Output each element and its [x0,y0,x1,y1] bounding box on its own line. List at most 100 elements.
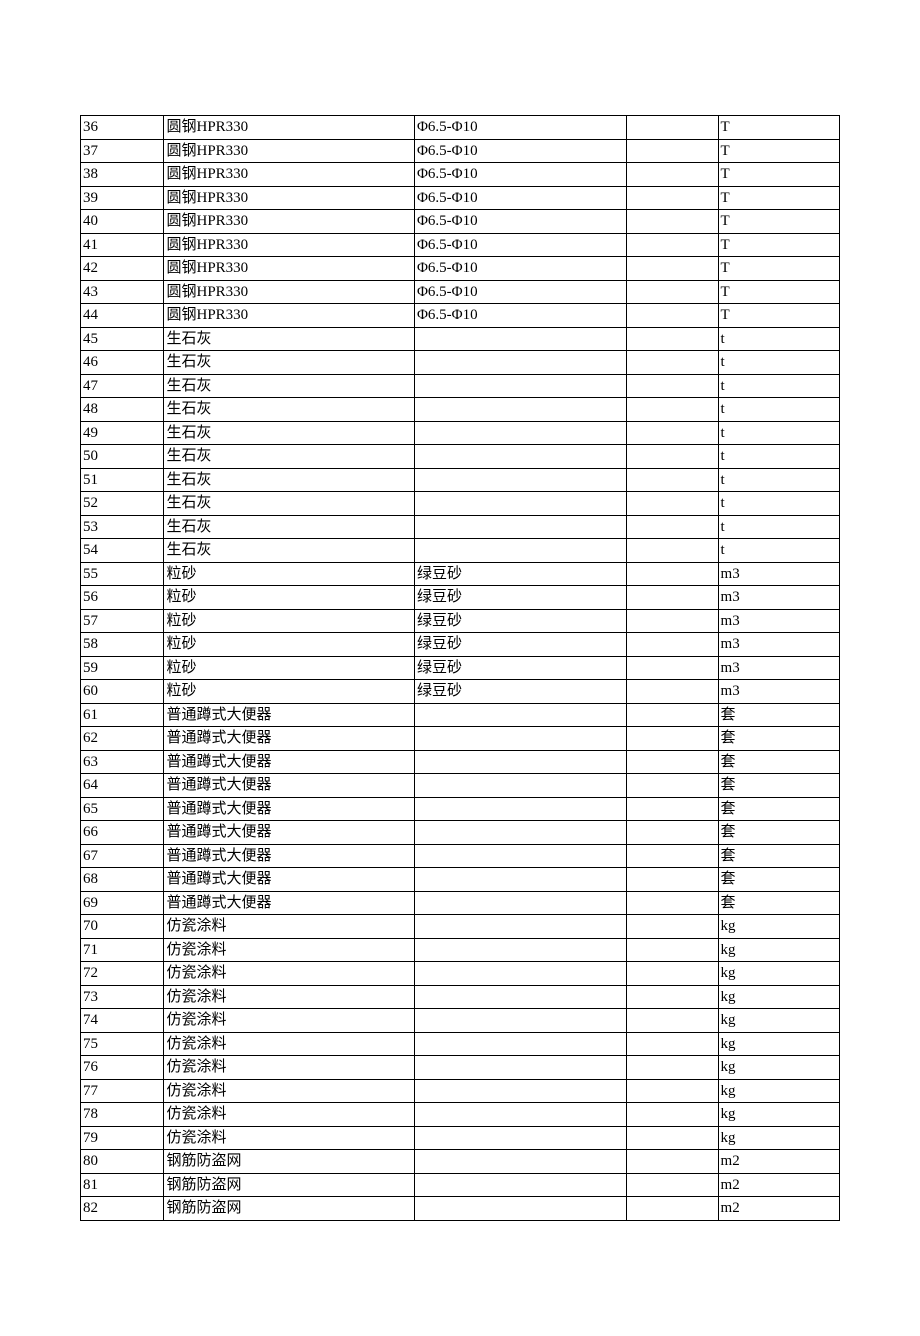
specification: 绿豆砂 [414,633,627,657]
specification: Φ6.5-Φ10 [414,139,627,163]
blank-column [627,868,718,892]
table-row: 37圆钢HPR330Φ6.5-Φ10T [81,139,840,163]
row-number: 49 [81,421,164,445]
table-row: 79仿瓷涂料kg [81,1126,840,1150]
blank-column [627,586,718,610]
row-number: 50 [81,445,164,469]
table-row: 48生石灰t [81,398,840,422]
specification: Φ6.5-Φ10 [414,116,627,140]
specification [414,1032,627,1056]
unit: T [718,186,839,210]
row-number: 58 [81,633,164,657]
table-row: 57粒砂绿豆砂m3 [81,609,840,633]
specification [414,938,627,962]
blank-column [627,1126,718,1150]
row-number: 76 [81,1056,164,1080]
material-name: 圆钢HPR330 [164,210,414,234]
blank-column [627,938,718,962]
row-number: 39 [81,186,164,210]
blank-column [627,421,718,445]
table-row: 46生石灰t [81,351,840,375]
unit: m2 [718,1150,839,1174]
blank-column [627,327,718,351]
material-name: 生石灰 [164,445,414,469]
blank-column [627,304,718,328]
table-row: 47生石灰t [81,374,840,398]
row-number: 78 [81,1103,164,1127]
material-name: 仿瓷涂料 [164,985,414,1009]
unit: t [718,398,839,422]
unit: t [718,515,839,539]
table-row: 78仿瓷涂料 kg [81,1103,840,1127]
unit: T [718,280,839,304]
blank-column [627,962,718,986]
row-number: 81 [81,1173,164,1197]
row-number: 60 [81,680,164,704]
material-name: 普通蹲式大便器 [164,891,414,915]
table-row: 41圆钢HPR330Φ6.5-Φ10T [81,233,840,257]
table-row: 71仿瓷涂料kg [81,938,840,962]
specification [414,915,627,939]
table-row: 58粒砂绿豆砂m3 [81,633,840,657]
table-row: 76仿瓷涂料kg [81,1056,840,1080]
specification [414,445,627,469]
table-row: 54生石灰t [81,539,840,563]
row-number: 56 [81,586,164,610]
table-row: 64普通蹲式大便器套 [81,774,840,798]
material-name: 钢筋防盗网 [164,1150,414,1174]
table-row: 55粒砂绿豆砂m3 [81,562,840,586]
specification: 绿豆砂 [414,656,627,680]
blank-column [627,186,718,210]
table-row: 80钢筋防盗网m2 [81,1150,840,1174]
unit: 套 [718,750,839,774]
blank-column [627,915,718,939]
table-row: 59粒砂绿豆砂m3 [81,656,840,680]
material-name: 仿瓷涂料 [164,1103,414,1127]
table-row: 36圆钢HPR330Φ6.5-Φ10T [81,116,840,140]
table-row: 74仿瓷涂料kg [81,1009,840,1033]
material-name: 生石灰 [164,515,414,539]
material-name: 圆钢HPR330 [164,139,414,163]
specification: Φ6.5-Φ10 [414,257,627,281]
blank-column [627,233,718,257]
specification [414,1103,627,1127]
material-name: 生石灰 [164,351,414,375]
specification [414,327,627,351]
unit: kg [718,1103,839,1127]
specification [414,1079,627,1103]
table-row: 63普通蹲式大便器套 [81,750,840,774]
unit: t [718,492,839,516]
specification: Φ6.5-Φ10 [414,210,627,234]
table-row: 61普通蹲式大便器套 [81,703,840,727]
table-row: 40圆钢HPR330Φ6.5-Φ10T [81,210,840,234]
material-name: 普通蹲式大便器 [164,868,414,892]
unit: t [718,468,839,492]
blank-column [627,727,718,751]
row-number: 53 [81,515,164,539]
material-name: 普通蹲式大便器 [164,750,414,774]
material-name: 圆钢HPR330 [164,233,414,257]
table-row: 51生石灰t [81,468,840,492]
specification [414,492,627,516]
material-name: 圆钢HPR330 [164,186,414,210]
specification [414,750,627,774]
blank-column [627,1056,718,1080]
material-name: 圆钢HPR330 [164,280,414,304]
table-row: 69普通蹲式大便器套 [81,891,840,915]
table-row: 75仿瓷涂料kg [81,1032,840,1056]
blank-column [627,1009,718,1033]
unit: 套 [718,868,839,892]
material-name: 仿瓷涂料 [164,938,414,962]
material-name: 仿瓷涂料 [164,1009,414,1033]
specification [414,962,627,986]
row-number: 36 [81,116,164,140]
material-name: 生石灰 [164,468,414,492]
material-name: 粒砂 [164,609,414,633]
row-number: 59 [81,656,164,680]
row-number: 52 [81,492,164,516]
row-number: 72 [81,962,164,986]
specification [414,539,627,563]
material-name: 普通蹲式大便器 [164,703,414,727]
unit: kg [718,915,839,939]
material-name: 圆钢HPR330 [164,116,414,140]
